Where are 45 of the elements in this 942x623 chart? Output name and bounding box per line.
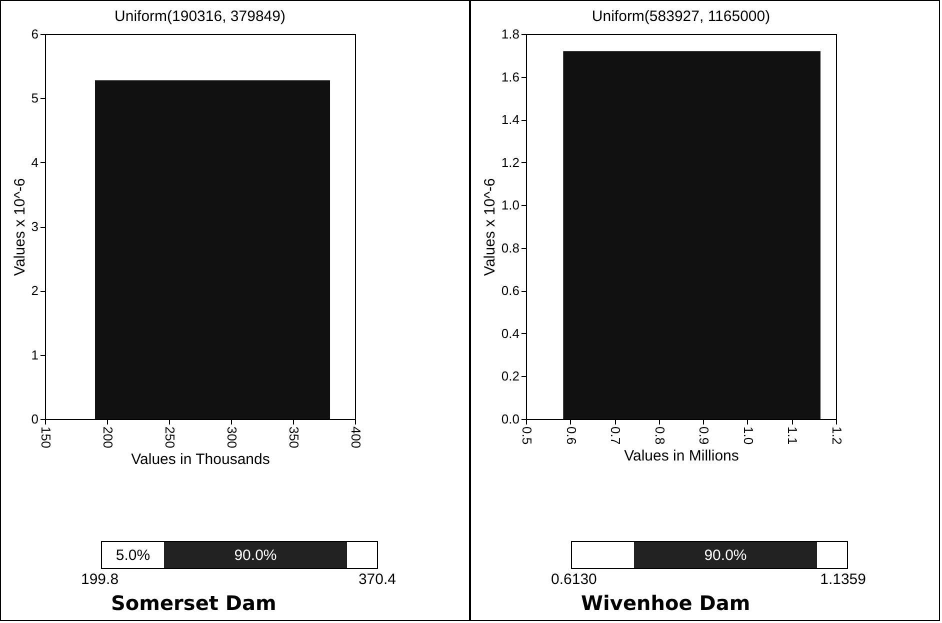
x-tick-label: 350	[286, 426, 302, 448]
y-tick-label: 0.6	[501, 283, 520, 298]
y-tick-label: 0	[31, 412, 38, 426]
y-tick-label: 1.6	[501, 69, 520, 84]
y-axis-title: Values x 10^-6	[11, 178, 28, 276]
text: 199.8	[81, 571, 119, 588]
x-axis-title: Values in Thousands	[131, 451, 270, 468]
x-tick-label: 1.0	[740, 426, 756, 445]
text: Somerset Dam	[111, 591, 276, 615]
x-tick-label: 0.5	[520, 426, 534, 445]
y-tick-label: 1.2	[501, 154, 520, 170]
y-tick-label: 0.4	[501, 326, 520, 341]
x-tick-label: 150	[38, 426, 54, 448]
y-tick-label: 4	[31, 154, 38, 170]
y-tick-label: 1	[31, 347, 38, 362]
percentile-strip: 90.0%	[571, 541, 848, 569]
text: 1.1359	[820, 571, 866, 588]
y-tick-label: 0.8	[501, 240, 520, 256]
y-tick-label: 5	[31, 90, 38, 106]
y-tick-label: 0.2	[501, 368, 520, 384]
x-tick-label: 200	[100, 426, 116, 448]
chart-title: Uniform(583927, 1165000)	[592, 8, 770, 25]
x-tick-label: 0.8	[652, 426, 668, 445]
y-tick-label: 2	[31, 283, 38, 298]
x-tick-label: 1.1	[785, 426, 800, 445]
x-axis-title: Values in Millions	[624, 448, 739, 465]
percentile-strip: 5.0% 90.0%	[101, 541, 378, 569]
y-tick-label: 1.4	[501, 112, 520, 128]
y-tick-label: 1.0	[501, 198, 520, 213]
y-tick-label: 6	[31, 26, 38, 42]
y-axis-title: Values x 10^-6	[481, 178, 498, 276]
chart-title: Uniform(190316, 379849)	[114, 8, 286, 25]
text: 370.4	[358, 571, 396, 588]
text: 0.6130	[551, 571, 597, 588]
x-tick-label: 1.2	[830, 426, 844, 445]
x-tick-label: 300	[224, 426, 240, 448]
y-tick-label: 3	[31, 219, 38, 234]
x-tick-label: 0.7	[608, 426, 624, 445]
text: Wivenhoe Dam	[581, 591, 750, 615]
x-tick-label: 250	[162, 426, 178, 448]
y-tick-label: 0.0	[501, 412, 520, 426]
x-tick-label: 400	[348, 426, 364, 448]
x-tick-label: 0.6	[564, 426, 579, 445]
y-tick-label: 1.8	[501, 26, 520, 42]
x-tick-label: 0.9	[696, 426, 712, 445]
